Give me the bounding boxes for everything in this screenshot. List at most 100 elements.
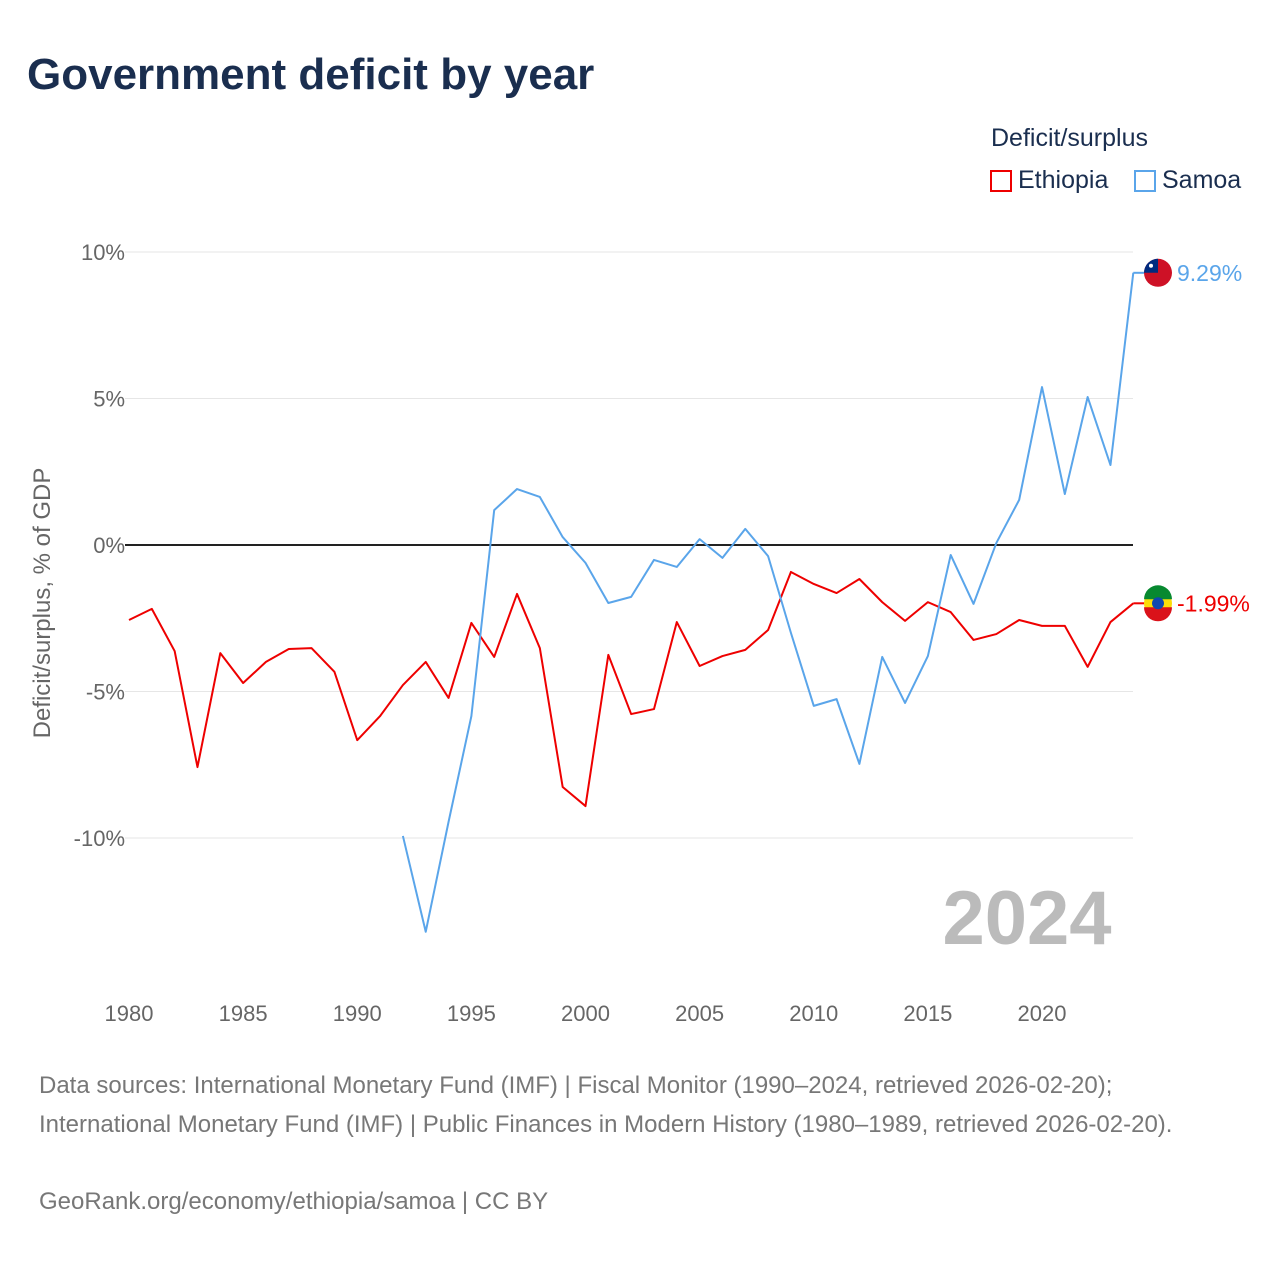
legend-title: Deficit/surplus — [991, 124, 1148, 152]
y-tick-label: 10% — [81, 240, 125, 265]
data-point-samoa[interactable] — [468, 713, 474, 719]
series-line-samoa — [401, 272, 1135, 933]
data-point-samoa[interactable] — [719, 555, 725, 561]
data-point-samoa[interactable] — [514, 486, 520, 492]
data-point-ethiopia[interactable] — [971, 637, 977, 643]
data-point-ethiopia[interactable] — [468, 620, 474, 626]
data-point-ethiopia[interactable] — [514, 591, 520, 597]
credit-link[interactable]: GeoRank.org/economy/ethiopia/samoa | CC … — [39, 1188, 549, 1215]
data-point-samoa[interactable] — [1039, 384, 1045, 390]
data-point-samoa[interactable] — [811, 703, 817, 709]
data-point-samoa[interactable] — [628, 594, 634, 600]
data-point-ethiopia[interactable] — [400, 682, 406, 688]
data-point-ethiopia[interactable] — [331, 669, 337, 675]
data-point-samoa[interactable] — [423, 929, 429, 935]
x-tick-label: 2010 — [789, 1001, 838, 1026]
data-point-ethiopia[interactable] — [765, 627, 771, 633]
data-point-ethiopia[interactable] — [240, 680, 246, 686]
data-point-samoa[interactable] — [537, 494, 543, 500]
data-point-ethiopia[interactable] — [651, 706, 657, 712]
data-point-samoa[interactable] — [583, 560, 589, 566]
x-tick-label: 2015 — [903, 1001, 952, 1026]
data-point-samoa[interactable] — [971, 601, 977, 607]
data-point-samoa[interactable] — [765, 553, 771, 559]
data-point-ethiopia[interactable] — [377, 713, 383, 719]
data-point-samoa[interactable] — [400, 833, 406, 839]
data-point-ethiopia[interactable] — [309, 645, 315, 651]
data-point-ethiopia[interactable] — [993, 631, 999, 637]
data-point-ethiopia[interactable] — [902, 618, 908, 624]
data-point-ethiopia[interactable] — [605, 652, 611, 658]
data-point-ethiopia[interactable] — [1062, 623, 1068, 629]
data-point-ethiopia[interactable] — [491, 654, 497, 660]
data-point-ethiopia[interactable] — [423, 659, 429, 665]
y-tick-label: -5% — [86, 680, 125, 705]
data-point-ethiopia[interactable] — [560, 784, 566, 790]
data-point-samoa[interactable] — [697, 536, 703, 542]
data-sources: Data sources: International Monetary Fun… — [39, 1072, 1173, 1138]
x-tick-label: 1990 — [333, 1001, 382, 1026]
data-point-ethiopia[interactable] — [811, 581, 817, 587]
data-point-ethiopia[interactable] — [1016, 617, 1022, 623]
end-value-label-ethiopia: -1.99% — [1177, 590, 1250, 616]
data-point-samoa[interactable] — [788, 630, 794, 636]
data-point-samoa[interactable] — [1016, 497, 1022, 503]
data-point-ethiopia[interactable] — [674, 619, 680, 625]
data-point-ethiopia[interactable] — [719, 653, 725, 659]
data-point-ethiopia[interactable] — [856, 576, 862, 582]
data-point-ethiopia[interactable] — [788, 569, 794, 575]
data-point-samoa[interactable] — [993, 540, 999, 546]
data-point-ethiopia[interactable] — [1085, 664, 1091, 670]
data-point-samoa[interactable] — [902, 700, 908, 706]
data-point-samoa[interactable] — [560, 534, 566, 540]
data-point-samoa[interactable] — [651, 557, 657, 563]
data-point-ethiopia[interactable] — [172, 648, 178, 654]
data-point-samoa[interactable] — [446, 819, 452, 825]
x-tick-label: 1980 — [105, 1001, 154, 1026]
data-point-samoa[interactable] — [925, 653, 931, 659]
data-point-samoa[interactable] — [856, 761, 862, 767]
y-tick-label: 5% — [93, 387, 125, 412]
legend-item-samoa[interactable]: Samoa — [1134, 166, 1241, 195]
data-point-ethiopia[interactable] — [354, 737, 360, 743]
data-point-samoa[interactable] — [879, 654, 885, 660]
x-tick-label: 2000 — [561, 1001, 610, 1026]
data-point-samoa[interactable] — [491, 507, 497, 513]
data-point-ethiopia[interactable] — [834, 590, 840, 596]
data-point-ethiopia[interactable] — [126, 617, 132, 623]
legend-swatch-samoa — [1134, 169, 1156, 192]
legend-label: Ethiopia — [1018, 166, 1109, 194]
x-tick-label: 2005 — [675, 1001, 724, 1026]
data-point-samoa[interactable] — [834, 696, 840, 702]
data-point-samoa[interactable] — [948, 552, 954, 558]
data-point-samoa[interactable] — [1085, 394, 1091, 400]
data-point-ethiopia[interactable] — [879, 599, 885, 605]
legend-item-ethiopia[interactable]: Ethiopia — [990, 166, 1108, 195]
data-point-ethiopia[interactable] — [925, 599, 931, 605]
data-point-samoa[interactable] — [1062, 491, 1068, 497]
chart-title: Government deficit by year — [27, 50, 595, 99]
data-point-ethiopia[interactable] — [628, 711, 634, 717]
data-point-ethiopia[interactable] — [742, 647, 748, 653]
legend-label: Samoa — [1162, 166, 1242, 194]
data-point-ethiopia[interactable] — [1039, 623, 1045, 629]
data-point-ethiopia[interactable] — [194, 764, 200, 770]
data-point-samoa[interactable] — [674, 564, 680, 570]
legend-swatch-ethiopia — [990, 169, 1012, 192]
data-point-ethiopia[interactable] — [948, 609, 954, 615]
data-point-ethiopia[interactable] — [217, 650, 223, 656]
data-point-ethiopia[interactable] — [446, 695, 452, 701]
data-point-ethiopia[interactable] — [697, 663, 703, 669]
y-axis-label: Deficit/surplus, % of GDP — [29, 468, 56, 739]
data-point-samoa[interactable] — [605, 600, 611, 606]
data-point-ethiopia[interactable] — [583, 803, 589, 809]
data-point-samoa[interactable] — [742, 526, 748, 532]
x-tick-label: 2020 — [1018, 1001, 1067, 1026]
data-point-ethiopia[interactable] — [263, 659, 269, 665]
data-point-ethiopia[interactable] — [286, 646, 292, 652]
data-point-ethiopia[interactable] — [537, 645, 543, 651]
data-point-ethiopia[interactable] — [149, 606, 155, 612]
data-point-samoa[interactable] — [1107, 462, 1113, 468]
data-point-ethiopia[interactable] — [1107, 619, 1113, 625]
